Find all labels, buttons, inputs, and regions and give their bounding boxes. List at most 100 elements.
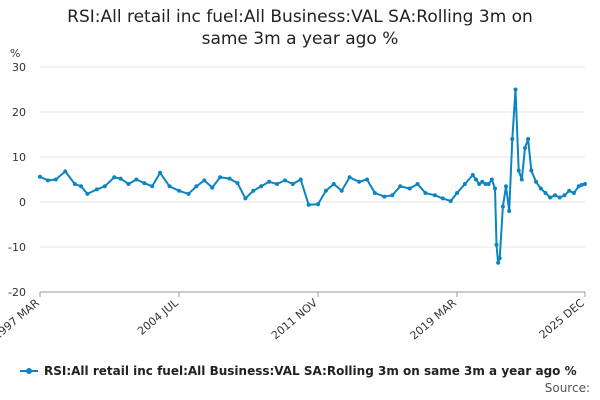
data-point[interactable] (63, 169, 68, 174)
data-point[interactable] (415, 182, 420, 186)
data-point[interactable] (235, 181, 240, 186)
data-point[interactable] (282, 178, 287, 183)
data-point[interactable] (202, 178, 207, 183)
data-point[interactable] (583, 182, 587, 186)
y-tick-label: -10 (8, 241, 26, 254)
data-point[interactable] (72, 182, 77, 186)
data-point[interactable] (126, 182, 131, 186)
data-point[interactable] (218, 175, 223, 180)
data-point[interactable] (548, 195, 553, 200)
data-point[interactable] (432, 193, 437, 198)
data-point[interactable] (496, 260, 501, 265)
data-point[interactable] (519, 177, 524, 182)
data-point[interactable] (538, 186, 543, 191)
y-tick-label: 20 (12, 106, 26, 119)
data-point[interactable] (497, 256, 502, 261)
data-point[interactable] (275, 182, 279, 186)
data-point[interactable] (316, 202, 320, 207)
data-point[interactable] (259, 184, 264, 189)
data-point[interactable] (347, 175, 352, 180)
data-point[interactable] (500, 204, 505, 209)
data-point[interactable] (79, 184, 84, 189)
data-point[interactable] (407, 186, 412, 191)
data-point[interactable] (150, 184, 155, 189)
data-point[interactable] (543, 191, 548, 195)
data-point[interactable] (194, 184, 199, 189)
data-point[interactable] (553, 193, 557, 198)
chart-title: RSI:All retail inc fuel:All Business:VAL… (0, 6, 600, 50)
data-point[interactable] (513, 87, 518, 92)
data-point[interactable] (480, 179, 485, 184)
y-axis-label: % (10, 47, 20, 60)
legend[interactable]: RSI:All retail inc fuel:All Business:VAL… (20, 364, 577, 378)
data-point[interactable] (462, 182, 467, 186)
data-point[interactable] (486, 182, 491, 186)
data-point[interactable] (567, 188, 572, 193)
data-point[interactable] (423, 191, 428, 195)
data-point[interactable] (562, 193, 567, 198)
data-point[interactable] (227, 176, 232, 181)
x-tick-label: 2011 NOV (269, 296, 320, 342)
data-point[interactable] (267, 179, 272, 184)
series-group (38, 87, 587, 265)
data-point[interactable] (557, 195, 562, 200)
data-point[interactable] (398, 184, 403, 189)
legend-label: RSI:All retail inc fuel:All Business:VAL… (44, 364, 577, 378)
data-point[interactable] (167, 184, 172, 189)
data-point[interactable] (134, 177, 139, 182)
data-point[interactable] (523, 146, 527, 150)
data-point[interactable] (112, 175, 117, 180)
data-point[interactable] (477, 182, 482, 186)
data-point[interactable] (448, 199, 453, 204)
data-point[interactable] (118, 176, 123, 181)
data-point[interactable] (38, 174, 42, 179)
data-point[interactable] (440, 196, 445, 201)
data-point[interactable] (489, 177, 494, 182)
data-point[interactable] (576, 184, 581, 189)
data-point[interactable] (94, 187, 99, 192)
data-point[interactable] (243, 196, 248, 201)
data-point[interactable] (526, 137, 531, 141)
data-point[interactable] (516, 168, 521, 173)
x-tick-label: 2004 JUL (135, 296, 181, 338)
data-point[interactable] (158, 170, 163, 175)
data-point[interactable] (455, 191, 459, 195)
data-point[interactable] (494, 242, 499, 247)
data-point[interactable] (142, 181, 147, 186)
data-point[interactable] (510, 137, 515, 141)
data-point[interactable] (474, 177, 478, 182)
data-point[interactable] (507, 209, 512, 213)
data-point[interactable] (504, 184, 508, 189)
data-point[interactable] (493, 186, 497, 191)
data-point[interactable] (323, 188, 328, 193)
data-point[interactable] (579, 182, 584, 187)
series-line (39, 88, 586, 264)
data-point[interactable] (45, 178, 50, 183)
data-point[interactable] (177, 188, 181, 193)
data-point[interactable] (210, 185, 215, 190)
data-point[interactable] (372, 191, 377, 195)
y-tick-label: 0 (19, 196, 26, 209)
data-point[interactable] (331, 182, 336, 186)
data-point[interactable] (102, 184, 107, 189)
data-point[interactable] (470, 173, 475, 177)
data-point[interactable] (53, 177, 58, 182)
data-point[interactable] (290, 182, 295, 186)
data-point[interactable] (483, 182, 488, 186)
data-point[interactable] (306, 202, 311, 207)
data-point[interactable] (186, 191, 191, 196)
data-point[interactable] (85, 191, 90, 196)
data-point[interactable] (365, 177, 369, 182)
data-point[interactable] (529, 168, 534, 173)
chart-title-line-1: RSI:All retail inc fuel:All Business:VAL… (67, 7, 533, 27)
data-point[interactable] (298, 177, 303, 182)
data-point[interactable] (571, 191, 576, 195)
data-point[interactable] (382, 194, 387, 199)
data-point[interactable] (251, 188, 256, 193)
x-axis-ticks: 1997 MAR 2004 JUL 2011 NOV 2019 MAR 2025 DEC (0, 292, 587, 342)
data-point[interactable] (339, 188, 344, 193)
data-point[interactable] (390, 193, 395, 198)
data-point[interactable] (534, 179, 538, 184)
data-point[interactable] (357, 179, 362, 184)
